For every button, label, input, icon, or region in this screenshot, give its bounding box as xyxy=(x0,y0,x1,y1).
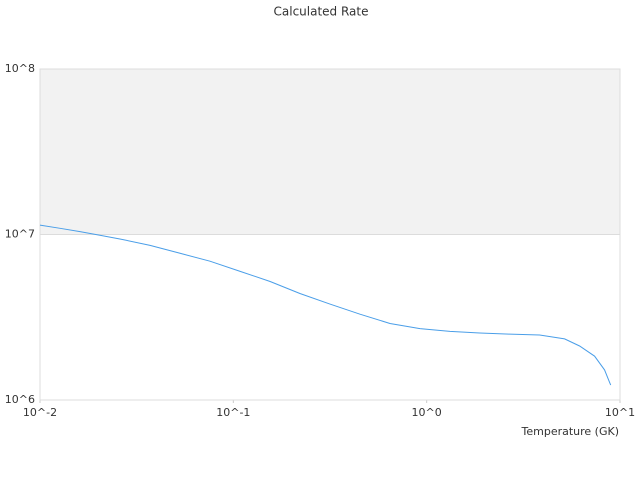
data-line xyxy=(39,224,612,386)
x-tick-label: 10^0 xyxy=(412,406,442,419)
x-tick-label: 10^-1 xyxy=(216,406,250,419)
y-tick-label: 10^6 xyxy=(5,393,35,406)
x-axis-label: Temperature (GK) xyxy=(521,425,620,438)
x-tick-label: 10^-2 xyxy=(23,406,57,419)
x-tick-label: 10^1 xyxy=(605,406,635,419)
plot-frame xyxy=(39,68,621,401)
y-tick-label: 10^7 xyxy=(5,228,35,241)
chart-title: Calculated Rate xyxy=(274,5,369,19)
y-tick-label: 10^8 xyxy=(5,62,35,75)
plot-band xyxy=(40,69,620,235)
